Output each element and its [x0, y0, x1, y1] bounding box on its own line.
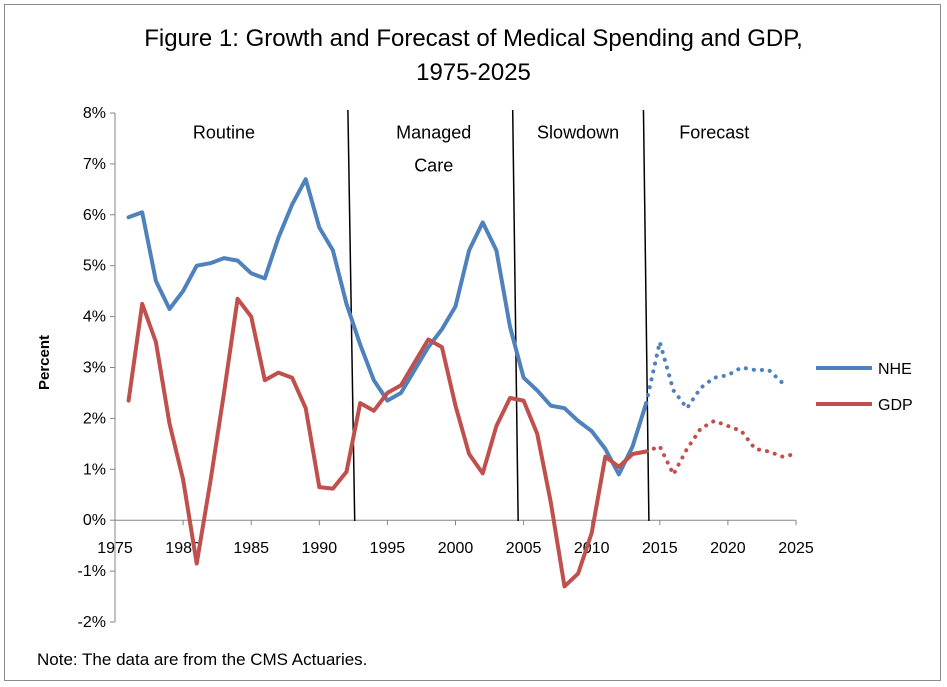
- era-label: Care: [414, 156, 453, 176]
- era-label: Slowdown: [537, 122, 619, 142]
- y-tick-label: 3%: [83, 360, 106, 377]
- chart-title-line1: Figure 1: Growth and Forecast of Medical…: [144, 25, 803, 52]
- y-tick-label: 5%: [83, 258, 106, 275]
- nhe-actual-line: [126, 177, 649, 477]
- x-tick-label: 1990: [302, 540, 338, 557]
- x-tick-label: 1975: [97, 540, 133, 557]
- y-tick-label: 7%: [83, 156, 106, 173]
- source-note: Note: The data are from the CMS Actuarie…: [37, 650, 368, 669]
- chart-title-line2: 1975-2025: [416, 59, 531, 86]
- y-tick-label: 1%: [83, 461, 106, 478]
- chart-frame: [4, 4, 941, 681]
- x-tick-label: 1995: [370, 540, 406, 557]
- nhe-forecast-line: [644, 341, 785, 412]
- legend-label-gdp: GDP: [878, 397, 913, 414]
- era-label: Forecast: [679, 122, 749, 142]
- y-tick-label: 2%: [83, 410, 106, 427]
- x-tick-label: 2025: [778, 540, 814, 557]
- x-tick-label: 2005: [506, 540, 542, 557]
- y-axis-title: Percent: [36, 335, 53, 390]
- x-tick-label: 2000: [438, 540, 474, 557]
- y-tick-label: -2%: [78, 614, 106, 631]
- era-divider-2: [511, 109, 519, 522]
- y-tick-label: 4%: [83, 309, 106, 326]
- y-tick-label: 8%: [83, 105, 106, 122]
- legend-label-nhe: NHE: [878, 361, 912, 378]
- era-label: Routine: [193, 122, 255, 142]
- x-tick-label: 2010: [574, 540, 610, 557]
- chart-title: Figure 1: Growth and Forecast of Medical…: [0, 22, 947, 90]
- x-tick-label: 2015: [642, 540, 678, 557]
- x-tick-label: 1985: [233, 540, 269, 557]
- gdp-forecast-line: [644, 418, 798, 479]
- gdp-actual-line: [126, 296, 649, 589]
- y-tick-label: 0%: [83, 512, 106, 529]
- era-divider-3: [642, 109, 650, 522]
- era-label: Managed: [396, 122, 471, 142]
- y-tick-label: -1%: [78, 563, 106, 580]
- y-tick-label: 6%: [83, 207, 106, 224]
- x-tick-label: 2020: [710, 540, 746, 557]
